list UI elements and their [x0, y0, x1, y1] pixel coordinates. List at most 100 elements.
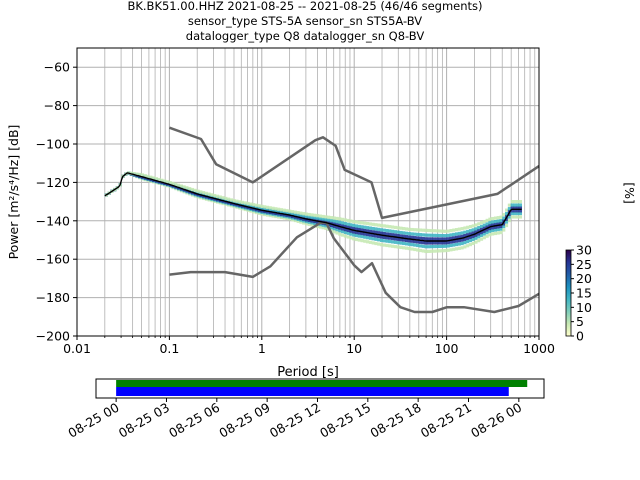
histogram-cell — [293, 215, 297, 219]
histogram-cell — [496, 219, 500, 223]
histogram-cell — [493, 222, 497, 226]
histogram-cell — [288, 209, 292, 213]
histogram-cell — [302, 215, 306, 219]
histogram-cell — [482, 223, 486, 227]
histogram-cell — [318, 218, 322, 223]
coverage-bar-data — [116, 380, 528, 387]
histogram-cell — [468, 229, 472, 233]
timeline-tick-label: 08-26 00 — [468, 400, 524, 441]
histogram-cell — [446, 248, 450, 252]
histogram-cell — [302, 217, 306, 221]
histogram-cell — [518, 203, 523, 207]
histogram-cell — [435, 229, 439, 233]
histogram-cell — [449, 236, 453, 240]
histogram-cell — [502, 216, 506, 220]
histogram-cell — [510, 206, 514, 210]
histogram-cell — [199, 190, 203, 194]
histogram-cell — [377, 227, 381, 231]
histogram-cell — [393, 230, 397, 234]
histogram-cell — [418, 248, 422, 253]
histogram-cell — [443, 234, 447, 238]
histogram-cell — [385, 224, 389, 228]
histogram-cell — [468, 235, 472, 240]
histogram-cell — [399, 245, 403, 249]
histogram-cell — [463, 241, 467, 245]
histogram-cell — [379, 243, 384, 247]
histogram-cell — [341, 229, 345, 234]
histogram-cell — [332, 230, 336, 234]
histogram-cell — [516, 215, 520, 219]
histogram-cell — [416, 243, 420, 248]
histogram-cell — [391, 229, 395, 233]
histogram-cell — [482, 226, 486, 230]
histogram-cell — [238, 200, 242, 204]
histogram-cell — [338, 223, 342, 227]
median-psd-line — [104, 172, 522, 242]
histogram-cell — [482, 229, 486, 233]
timeline-tick-label: 08-25 12 — [267, 400, 323, 441]
histogram-cell — [293, 210, 297, 214]
histogram-cell — [349, 219, 353, 223]
histogram-cell — [424, 249, 428, 254]
histogram-cell — [343, 218, 347, 222]
histogram-cell — [443, 237, 447, 241]
histogram-cell — [349, 223, 353, 227]
histogram-cell — [474, 240, 478, 244]
histogram-cell — [424, 233, 428, 237]
histogram-cell — [388, 225, 392, 229]
histogram-cell — [335, 225, 339, 229]
histogram-cell — [335, 228, 339, 232]
histogram-cell — [335, 220, 339, 224]
histogram-cell — [307, 222, 311, 227]
histogram-cell — [452, 236, 456, 240]
histogram-cell — [396, 230, 400, 234]
histogram-cell — [510, 203, 514, 207]
histogram-cell — [455, 242, 459, 247]
histogram-cell — [304, 218, 309, 222]
histogram-cell — [466, 240, 470, 244]
histogram-cell — [413, 232, 417, 236]
histogram-cell — [279, 208, 283, 212]
histogram-cell — [363, 228, 367, 233]
histogram-cell — [413, 239, 417, 244]
histogram-cell — [516, 206, 520, 210]
histogram-cell — [341, 221, 345, 225]
histogram-cell — [435, 244, 439, 249]
histogram-cell — [438, 244, 442, 249]
histogram-cell — [477, 239, 481, 243]
histogram-cell — [421, 244, 425, 248]
histogram-cell — [410, 232, 414, 236]
colorbar-gradient — [565, 249, 572, 337]
histogram-cell — [393, 233, 397, 237]
histogram-cell — [477, 222, 481, 226]
median-psd — [104, 172, 522, 242]
histogram-cell — [329, 226, 334, 230]
histogram-cell — [396, 226, 400, 230]
histogram-cell — [229, 198, 233, 202]
histogram-cell — [368, 240, 372, 244]
histogram-cell — [210, 193, 214, 197]
histogram-cell — [388, 244, 392, 248]
histogram-cell — [516, 209, 520, 213]
histogram-cell — [352, 237, 356, 241]
histogram-cell — [302, 219, 306, 223]
y-tick-label: −160 — [36, 252, 70, 267]
histogram-cell — [302, 212, 306, 216]
colorbar-tick-label: 30 — [576, 243, 592, 258]
histogram-cell — [418, 244, 422, 248]
histogram-cell — [285, 209, 289, 213]
histogram-cell — [329, 221, 334, 225]
histogram-cell — [407, 246, 411, 251]
histogram-cell — [404, 242, 409, 246]
y-tick-label: −180 — [36, 290, 70, 305]
histogram-cell — [279, 215, 283, 220]
histogram-cell — [313, 221, 317, 225]
histogram-cell — [466, 233, 470, 237]
histogram-cell — [341, 217, 345, 221]
histogram-cell — [441, 244, 445, 248]
histogram-cell — [291, 218, 295, 222]
histogram-cell — [449, 240, 453, 244]
histogram-cell — [254, 210, 258, 215]
histogram-cell — [463, 237, 467, 241]
